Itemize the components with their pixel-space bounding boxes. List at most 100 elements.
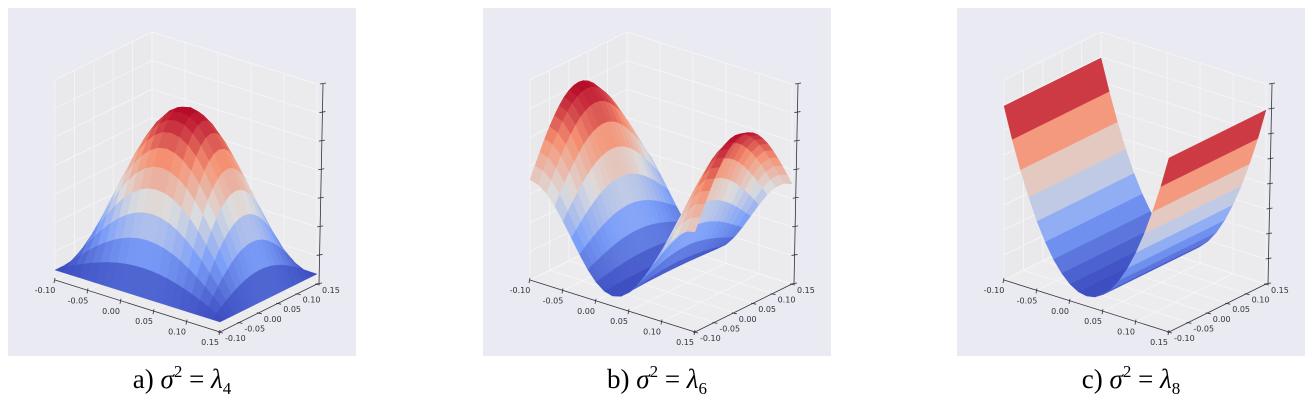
z-tick (1268, 82, 1276, 85)
y-tick (237, 322, 243, 324)
grid-line (54, 117, 153, 167)
z-tick (792, 196, 799, 199)
x-tick-label: 0.05 (610, 317, 628, 326)
x-tick (53, 277, 56, 284)
x-tick-label: -0.10 (510, 286, 531, 295)
y-tick (1244, 293, 1250, 295)
caption-b-eq: = (658, 364, 687, 394)
caption-a-prefix: a) (132, 364, 154, 394)
x-axis-line (1003, 279, 1170, 333)
x-tick (1101, 309, 1104, 315)
z-tick (792, 225, 799, 228)
panel-c-plot: -0.10 -0.05 0.00 0.05 0.10 0.15 -0.10 -0.05 0.00… (957, 8, 1305, 356)
y-tick (692, 331, 699, 334)
y-tick-label: -0.10 (700, 334, 721, 343)
caption-b: b) σ2 = λ6 (483, 362, 831, 398)
grid-line (151, 88, 318, 142)
z-tick (1265, 232, 1273, 235)
y-axis-line (1168, 283, 1267, 333)
y-tick-label: 0.00 (264, 315, 282, 324)
z-tick (1264, 282, 1272, 285)
x-tick-label: 0.05 (135, 317, 153, 326)
x-axis-line (529, 279, 696, 333)
z-tick (1266, 182, 1274, 185)
y-tick-label: 0.15 (322, 286, 340, 295)
z-tick (1267, 132, 1275, 135)
z-tick (316, 254, 323, 256)
y-axis-line (219, 283, 318, 333)
x-tick (528, 277, 531, 284)
surface-facet (686, 217, 701, 233)
z-axis-line (793, 83, 799, 285)
caption-c-power: 2 (1122, 362, 1132, 381)
grid-line (1003, 56, 1102, 106)
z-tick (319, 82, 327, 85)
surface-plot-c: -0.10-0.050.000.050.100.15 -0.10-0.050.00… (984, 31, 1289, 347)
x-tick (627, 309, 630, 315)
y-tick-label: 0.15 (797, 286, 815, 295)
y-tick (314, 283, 321, 286)
x-tick-label: 0.10 (168, 328, 186, 337)
y-tick-label: -0.10 (1174, 334, 1195, 343)
x-tick-label: -0.10 (35, 286, 56, 295)
z-tick (1266, 207, 1273, 210)
x-tick (119, 298, 122, 304)
panel-b-plot: -0.10 -0.05 0.00 0.05 0.10 0.15 -0.10 -0.05 0.00… (483, 8, 831, 356)
y-tick-label: 0.00 (739, 315, 757, 324)
grid-line (54, 60, 153, 109)
y-axis-line (694, 283, 793, 333)
y-tick (217, 331, 224, 334)
caption-a-sigma: σ (160, 364, 174, 394)
surface-plot-b: -0.10-0.050.000.050.100.15 -0.10-0.050.00… (510, 31, 815, 347)
x-tick-label: 0.15 (1150, 338, 1168, 347)
grid-line (1023, 270, 1189, 323)
panel-a-plot: -0.10 -0.05 0.00 0.05 0.10 0.15 -0.10 -0.05 0.00… (8, 8, 356, 356)
grid-line (151, 31, 318, 85)
z-tick (317, 225, 324, 228)
caption-a-index: 4 (222, 379, 232, 398)
x-tick (1068, 298, 1071, 304)
caption-b-index: 6 (698, 379, 708, 398)
y-tick-label: -0.05 (244, 324, 265, 333)
caption-c-sigma: σ (1109, 364, 1123, 394)
z-axis-line (318, 83, 324, 285)
grid-line (151, 60, 318, 113)
x-tick (561, 288, 564, 294)
y-tick (770, 293, 776, 295)
caption-c-eq: = (1131, 364, 1161, 394)
caption-c: c) σ2 = λ8 (957, 362, 1305, 398)
z-tick (791, 254, 798, 256)
y-tick (276, 302, 282, 305)
x-tick-label: 0.00 (102, 307, 120, 316)
grid-line (54, 88, 153, 138)
grid-line (1100, 31, 1267, 85)
grid-line (1135, 273, 1234, 322)
y-tick (712, 322, 718, 324)
grid-line (661, 273, 760, 322)
surface-facet (211, 312, 226, 323)
z-tick (793, 168, 800, 171)
x-tick-label: 0.10 (643, 328, 661, 337)
caption-c-index: 8 (1171, 379, 1181, 398)
y-tick-label: 0.05 (1232, 305, 1250, 314)
y-tick (256, 312, 262, 315)
x-tick-label: 0.15 (201, 338, 219, 347)
grid-line (54, 31, 153, 81)
grid-line (1003, 31, 1102, 81)
x-tick-label: 0.00 (577, 307, 595, 316)
x-tick-label: 0.00 (1051, 307, 1069, 316)
grid-line (628, 262, 727, 312)
y-tick-label: 0.00 (1213, 315, 1231, 324)
y-tick (1225, 302, 1231, 305)
x-tick (1035, 288, 1038, 294)
x-tick-label: 0.10 (1117, 328, 1135, 337)
z-tick (315, 282, 323, 285)
z-tick (790, 282, 798, 285)
x-tick (152, 309, 155, 315)
surface-facet (1160, 155, 1175, 187)
grid-line (1102, 262, 1201, 312)
y-tick (751, 302, 757, 305)
grid-line (626, 60, 793, 113)
y-tick-label: 0.15 (1271, 286, 1289, 295)
y-tick-label: 0.05 (283, 305, 301, 314)
